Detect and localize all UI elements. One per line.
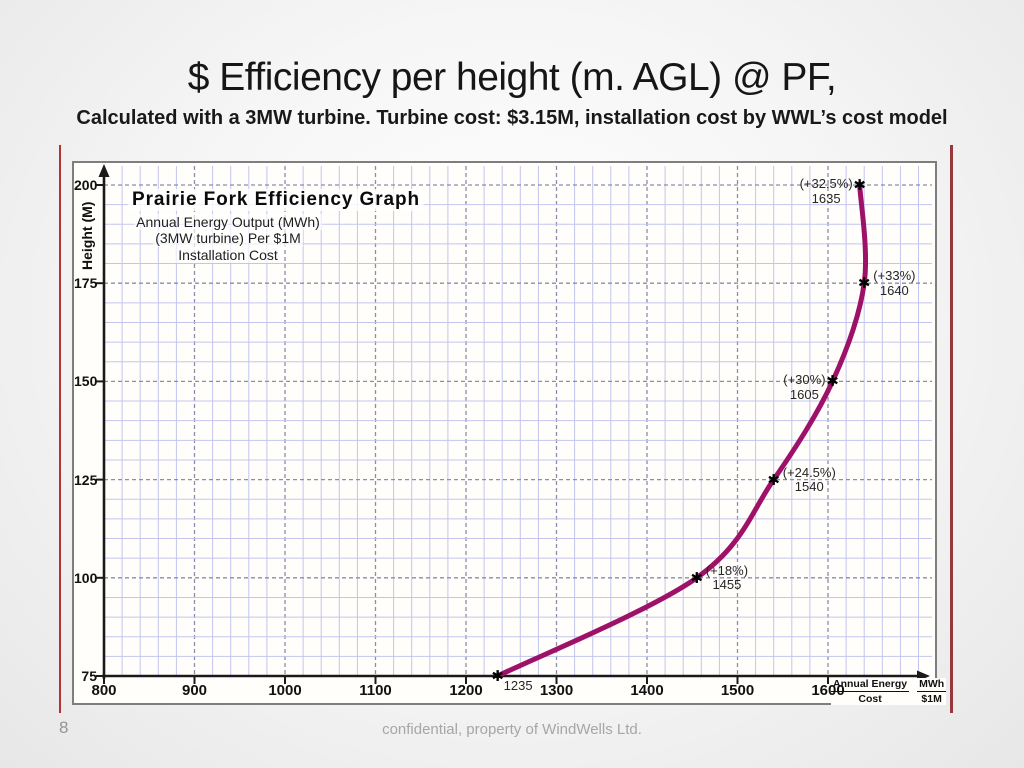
data-point-pct-gain: (+33%) xyxy=(873,268,916,284)
y-tick-label: 175 xyxy=(74,275,98,292)
data-point-marker: ✱ xyxy=(826,372,839,391)
footer-confidentiality: confidential, property of WindWells Ltd. xyxy=(382,721,642,738)
slide-title: $ Efficiency per height (m. AGL) @ PF, xyxy=(187,56,837,99)
x-axis-units-numerator: MWh xyxy=(917,678,947,692)
data-point-annotation: (+30%) 1605 xyxy=(783,373,825,402)
x-tick-label: 800 xyxy=(91,682,117,699)
data-point-annotation: (+18%) 1455 xyxy=(705,562,749,593)
data-point-pct-gain: (+24.5%) xyxy=(782,464,836,480)
data-point-marker: ✱ xyxy=(491,667,504,685)
x-tick-label: 1400 xyxy=(630,682,664,699)
y-axis-arrow xyxy=(98,164,110,177)
x-tick-label: 1300 xyxy=(539,682,574,699)
x-tick-label: 900 xyxy=(181,682,208,699)
data-point-annotation: (+32.5%) 1635 xyxy=(799,176,853,206)
x-tick-label: 1000 xyxy=(268,682,302,699)
data-point-value: 1455 xyxy=(712,577,742,593)
data-point-marker: ✱ xyxy=(690,568,704,587)
chart-subtitle-line: Per $1M xyxy=(245,230,303,247)
data-point-marker: ✱ xyxy=(853,176,866,194)
data-point-pct-gain: (+30%) xyxy=(783,372,826,388)
data-point-value: 1540 xyxy=(794,479,824,495)
y-axis-label: Height (M) xyxy=(79,201,95,270)
y-tick-label: 100 xyxy=(74,569,98,586)
data-point-pct-gain: (+18%) xyxy=(705,562,749,578)
slide-subtitle: Calculated with a 3MW turbine. Turbine c… xyxy=(76,107,948,129)
chart-subtitle-line: Installation Cost xyxy=(176,246,280,264)
chart-subtitle-line: Annual Energy Output (MWh) xyxy=(134,214,322,231)
efficiency-chart: Prairie Fork Efficiency Graph Annual Ene… xyxy=(72,161,947,705)
left-accent-rail xyxy=(59,145,61,713)
data-point-value: 1640 xyxy=(879,282,909,298)
x-axis-label-numerator: Annual Energy xyxy=(831,678,910,692)
data-point-marker: ✱ xyxy=(857,274,871,293)
y-tick-label: 125 xyxy=(74,471,98,488)
x-tick-label: 1600 xyxy=(811,682,845,699)
x-axis-label-denominator: Cost xyxy=(858,693,882,705)
x-axis-units-denominator: $1M xyxy=(921,693,942,705)
x-axis-label-units: MWh $1M xyxy=(917,678,947,705)
data-point-value: 1605 xyxy=(789,386,819,402)
data-point-marker: ✱ xyxy=(767,470,780,489)
data-point-value: 1235 xyxy=(503,678,533,693)
data-point-annotation: (+33%) 1640 xyxy=(873,269,915,298)
chart-subtitle-line: (3MW turbine) xyxy=(153,230,246,247)
data-point-annotation: (+24.5%) 1540 xyxy=(782,464,836,495)
y-tick-label: 200 xyxy=(74,177,98,193)
chart-subtitle: Annual Energy Output (MWh)(3MW turbine) P… xyxy=(118,214,338,264)
x-tick-label: 1200 xyxy=(449,682,483,699)
page-number: 8 xyxy=(59,718,69,737)
x-axis-label-quantity: Annual Energy Cost xyxy=(831,678,910,705)
chart-plot-area xyxy=(96,164,932,684)
data-point-pct-gain: (+32.5%) xyxy=(799,176,853,191)
efficiency-curve xyxy=(495,182,869,679)
x-tick-label: 1100 xyxy=(359,682,392,699)
right-accent-rail xyxy=(950,145,953,713)
y-tick-label: 75 xyxy=(81,668,97,684)
y-tick-label: 150 xyxy=(74,373,98,390)
x-axis-label: Annual Energy Cost MWh $1M xyxy=(831,678,947,705)
x-tick-label: 1500 xyxy=(720,682,755,699)
chart-title: Prairie Fork Efficiency Graph xyxy=(128,189,424,211)
data-point-value: 1635 xyxy=(811,190,841,206)
